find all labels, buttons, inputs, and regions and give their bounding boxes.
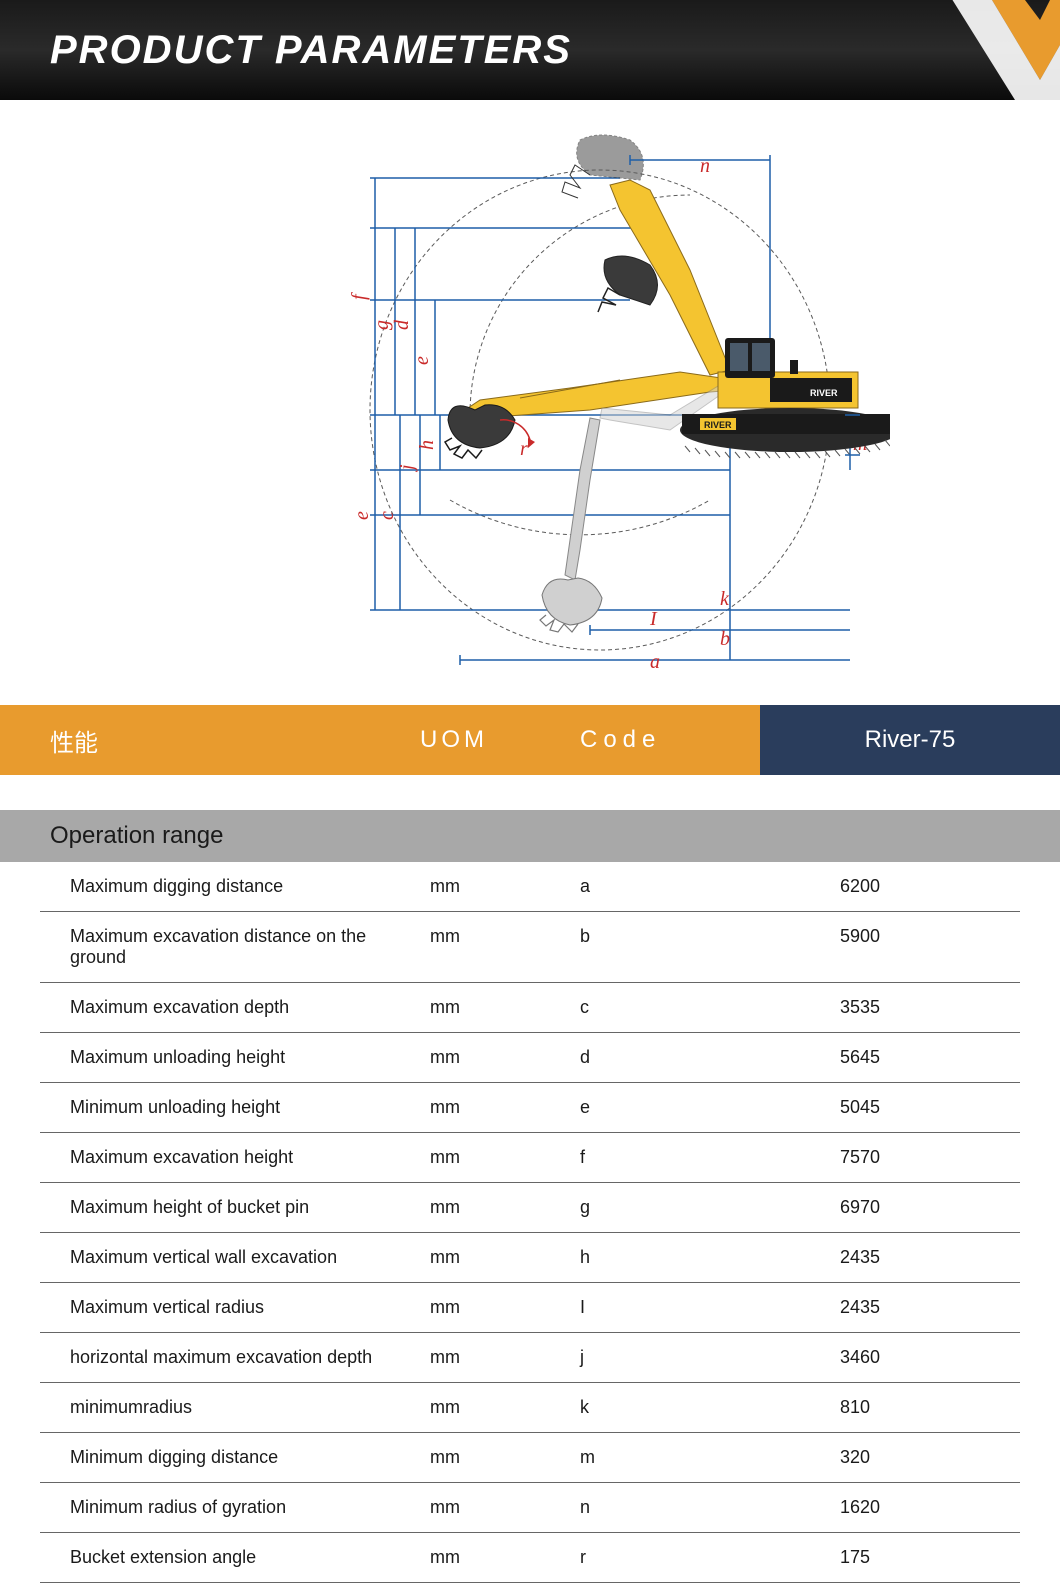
spec-row: Maximum unloading heightmmd5645 <box>40 1033 1020 1083</box>
spec-row: Minimum digging distancemmm320 <box>40 1433 1020 1483</box>
svg-text:f: f <box>348 292 370 300</box>
section-header: Operation range <box>0 810 1060 862</box>
spec-row: Maximum excavation depthmmc3535 <box>40 983 1020 1033</box>
excavator-diagram-svg: f g d e e c j h a b I k n m r <box>170 120 890 670</box>
svg-text:c: c <box>376 511 398 520</box>
svg-text:RIVER: RIVER <box>810 388 838 398</box>
spec-value: 175 <box>770 1547 1020 1568</box>
spec-value: 3460 <box>770 1347 1020 1368</box>
spec-code: e <box>570 1097 770 1118</box>
spec-row: Bucket extension anglemmr175 <box>40 1533 1020 1583</box>
spec-value: 6970 <box>770 1197 1020 1218</box>
spec-value: 5900 <box>770 926 1020 968</box>
spec-uom: mm <box>420 1497 570 1518</box>
svg-text:a: a <box>650 651 660 670</box>
spec-uom: mm <box>420 1447 570 1468</box>
svg-text:I: I <box>649 608 658 630</box>
spec-code: h <box>570 1247 770 1268</box>
spec-label: Minimum radius of gyration <box>40 1497 420 1518</box>
header-banner: PRODUCT PARAMETERS <box>0 0 1060 100</box>
column-code: Code <box>560 705 760 775</box>
spec-uom: mm <box>420 1397 570 1418</box>
chevron-logo-icon <box>880 0 1060 100</box>
technical-diagram: f g d e e c j h a b I k n m r <box>0 100 1060 705</box>
spec-code: m <box>570 1447 770 1468</box>
spec-code: f <box>570 1147 770 1168</box>
spec-value: 7570 <box>770 1147 1020 1168</box>
spec-uom: mm <box>420 926 570 968</box>
svg-text:k: k <box>720 588 730 610</box>
spec-label: Maximum vertical wall excavation <box>40 1247 420 1268</box>
spec-row: horizontal maximum excavation depthmmj34… <box>40 1333 1020 1383</box>
spec-label: Bucket extension angle <box>40 1547 420 1568</box>
spec-row: Maximum vertical wall excavationmmh2435 <box>40 1233 1020 1283</box>
svg-text:d: d <box>391 319 413 330</box>
spec-row: Minimum radius of gyrationmmn1620 <box>40 1483 1020 1533</box>
spec-code: g <box>570 1197 770 1218</box>
spec-label: Maximum excavation distance on the groun… <box>40 926 420 968</box>
svg-text:RIVER: RIVER <box>704 420 732 430</box>
spec-code: d <box>570 1047 770 1068</box>
spec-code: I <box>570 1297 770 1318</box>
spec-uom: mm <box>420 1197 570 1218</box>
spec-value: 5645 <box>770 1047 1020 1068</box>
spec-label: Maximum unloading height <box>40 1047 420 1068</box>
spec-value: 3535 <box>770 997 1020 1018</box>
spec-row: Minimum unloading heightmme5045 <box>40 1083 1020 1133</box>
spec-uom: mm <box>420 876 570 897</box>
spec-uom: mm <box>420 1297 570 1318</box>
spec-uom: mm <box>420 997 570 1018</box>
spec-label: Maximum height of bucket pin <box>40 1197 420 1218</box>
spec-code: k <box>570 1397 770 1418</box>
spec-value: 5045 <box>770 1097 1020 1118</box>
spec-label: Minimum unloading height <box>40 1097 420 1118</box>
spec-code: a <box>570 876 770 897</box>
spec-label: Maximum excavation height <box>40 1147 420 1168</box>
column-performance: 性能 <box>0 705 400 775</box>
spec-uom: mm <box>420 1347 570 1368</box>
column-uom: UOM <box>400 705 560 775</box>
svg-text:n: n <box>700 155 710 177</box>
spec-code: n <box>570 1497 770 1518</box>
column-model: River-75 <box>760 705 1060 775</box>
spec-uom: mm <box>420 1047 570 1068</box>
spec-row: minimumradiusmmk810 <box>40 1383 1020 1433</box>
spec-row: Maximum excavation distance on the groun… <box>40 912 1020 983</box>
spec-code: r <box>570 1547 770 1568</box>
spec-value: 1620 <box>770 1497 1020 1518</box>
spec-code: b <box>570 926 770 968</box>
spec-uom: mm <box>420 1247 570 1268</box>
spec-label: minimumradius <box>40 1397 420 1418</box>
svg-text:g: g <box>371 320 393 330</box>
spec-value: 810 <box>770 1397 1020 1418</box>
svg-text:e: e <box>411 356 433 365</box>
svg-text:r: r <box>520 438 528 460</box>
spec-label: Maximum excavation depth <box>40 997 420 1018</box>
spec-row: Maximum excavation heightmmf7570 <box>40 1133 1020 1183</box>
spec-code: j <box>570 1347 770 1368</box>
spec-uom: mm <box>420 1097 570 1118</box>
spec-value: 320 <box>770 1447 1020 1468</box>
spec-row: Maximum vertical radiusmmI2435 <box>40 1283 1020 1333</box>
spec-code: c <box>570 997 770 1018</box>
spec-row: Maximum digging distancemma6200 <box>40 862 1020 912</box>
spec-label: Maximum vertical radius <box>40 1297 420 1318</box>
svg-text:b: b <box>720 628 730 650</box>
spec-value: 6200 <box>770 876 1020 897</box>
svg-text:h: h <box>416 440 438 450</box>
spec-row: Maximum height of bucket pinmmg6970 <box>40 1183 1020 1233</box>
spec-label: horizontal maximum excavation depth <box>40 1347 420 1368</box>
spec-value: 2435 <box>770 1247 1020 1268</box>
svg-text:e: e <box>351 511 373 520</box>
spec-label: Minimum digging distance <box>40 1447 420 1468</box>
spec-uom: mm <box>420 1547 570 1568</box>
spec-table: Maximum digging distancemma6200Maximum e… <box>0 862 1060 1583</box>
spec-uom: mm <box>420 1147 570 1168</box>
column-header-row: 性能 UOM Code River-75 <box>0 705 1060 775</box>
spec-label: Maximum digging distance <box>40 876 420 897</box>
spec-value: 2435 <box>770 1297 1020 1318</box>
